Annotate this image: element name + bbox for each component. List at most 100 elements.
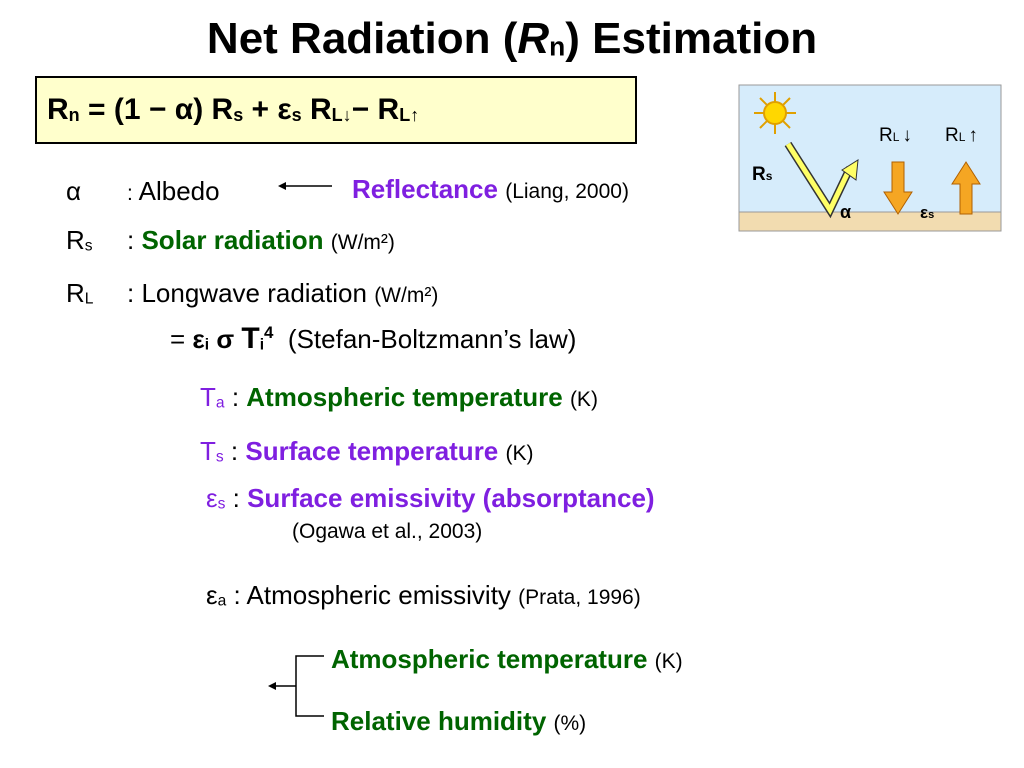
eq-part: α (174, 93, 194, 126)
input-1: Atmospheric temperature (K) (331, 644, 683, 675)
rl-up-label: RL ↑ (945, 125, 978, 146)
eq-part: + (243, 93, 278, 126)
label: Relative humidity (331, 706, 547, 736)
term: Reflectance (352, 174, 498, 204)
label: Surface temperature (245, 436, 499, 466)
colon: : (231, 382, 240, 412)
sub: i (204, 336, 210, 354)
symbol: ε (206, 483, 218, 513)
law: (Stefan-Boltzmann’s law) (287, 324, 577, 354)
symbol-sub: s (215, 448, 224, 466)
reflectance: Reflectance (Liang, 2000) (352, 174, 629, 205)
ea-def: εa : Atmospheric emissivity (Prata, 1996… (206, 580, 641, 611)
unit: (W/m²) (374, 284, 439, 307)
equation: Rn = (1 − α) Rs + εs RL↓− RL↑ (35, 76, 637, 144)
label: Atmospheric temperature (246, 382, 563, 412)
longwave-symbol: RL (66, 278, 93, 309)
label-sub: s (766, 169, 773, 183)
label: Solar radiation (141, 225, 324, 255)
eq: = (170, 324, 193, 354)
symbol: R (66, 278, 85, 308)
formula: = εi σ Ti4 (Stefan-Boltzmann’s law) (170, 322, 576, 356)
unit: (K) (569, 388, 598, 411)
ta-def: Ta : Atmospheric temperature (K) (200, 382, 598, 413)
eq-part: R (47, 93, 69, 126)
eq-part: − R (351, 93, 400, 126)
symbol-sub: L (84, 290, 94, 308)
eq-sub: s (291, 104, 302, 125)
eps-label: εs (920, 203, 934, 222)
eq-sub: L↑ (399, 104, 420, 125)
rl-down-arrow (883, 161, 913, 215)
eq-part: ) R (193, 93, 234, 126)
label: Albedo (138, 176, 220, 206)
colon: : (230, 436, 239, 466)
eps: ε (192, 324, 205, 354)
label-sub: L (893, 130, 900, 144)
rs-label: Rs (752, 164, 773, 185)
t: T (241, 322, 260, 355)
symbol-sub: a (217, 592, 227, 610)
title: Net Radiation (Rn) Estimation (0, 14, 1024, 64)
sigma: σ (216, 324, 235, 354)
solar-def: : Solar radiation (W/m²) (127, 225, 395, 256)
albedo-symbol: α (66, 176, 82, 206)
title-sub: n (549, 31, 566, 62)
title-text: ) Estimation (565, 14, 818, 63)
rs-arrow-head (841, 159, 859, 181)
rl-up-arrow (951, 161, 981, 215)
eq-sub: n (68, 104, 80, 125)
rs-arrow (785, 142, 853, 216)
eq-sub: s (233, 104, 244, 125)
label: ε (920, 203, 928, 222)
rl-down-label: RL ↓ (879, 125, 912, 146)
unit: (W/m²) (330, 231, 395, 254)
symbol: T (200, 436, 216, 466)
sub: i (259, 336, 265, 354)
label: R (879, 125, 893, 146)
unit: (K) (505, 442, 534, 465)
label: ↑ (968, 125, 978, 146)
label: : Atmospheric emissivity (233, 580, 511, 610)
symbol-sub: s (217, 495, 226, 513)
label: Surface emissivity (absorptance) (247, 483, 655, 513)
ground (738, 211, 1002, 232)
es-ref: (Ogawa et al., 2003) (292, 520, 483, 543)
colon: : (127, 225, 135, 255)
symbol: T (200, 382, 216, 412)
input-2: Relative humidity (%) (331, 706, 586, 737)
longwave-def: : Longwave radiation (W/m²) (127, 278, 438, 309)
colon: : (127, 182, 133, 205)
albedo-def: : Albedo (127, 176, 220, 207)
eq-part: ε (277, 93, 292, 126)
bracket (268, 655, 324, 717)
eq-sub: L↓ (331, 104, 352, 125)
ref: (Prata, 1996) (518, 586, 641, 609)
label: ↓ (902, 125, 912, 146)
alpha-label: α (840, 202, 851, 222)
diagram: RL ↓ RL ↑ Rs α εs (738, 84, 1002, 232)
label-sub: L (959, 130, 966, 144)
title-symbol: R (517, 14, 550, 63)
ref: (Liang, 2000) (505, 180, 629, 203)
unit: (K) (654, 650, 683, 673)
arrow (278, 182, 332, 190)
label: Atmospheric temperature (331, 644, 648, 674)
label: : Longwave radiation (127, 278, 367, 308)
sun (754, 92, 796, 134)
label: R (945, 125, 959, 146)
power: 4 (264, 322, 274, 342)
solar-symbol: Rs (66, 225, 93, 256)
ts-def: Ts : Surface temperature (K) (200, 436, 534, 467)
unit: (%) (553, 712, 587, 735)
label: R (752, 164, 766, 185)
symbol-sub: a (215, 394, 225, 412)
symbol-sub: s (84, 237, 93, 255)
eq-part: R (301, 93, 332, 126)
es-def: εs : Surface emissivity (absorptance) (206, 483, 655, 514)
eq-part: = (1 − (79, 93, 175, 126)
symbol: ε (206, 580, 218, 610)
label-sub: s (928, 209, 934, 221)
title-text: Net Radiation ( (206, 14, 518, 63)
